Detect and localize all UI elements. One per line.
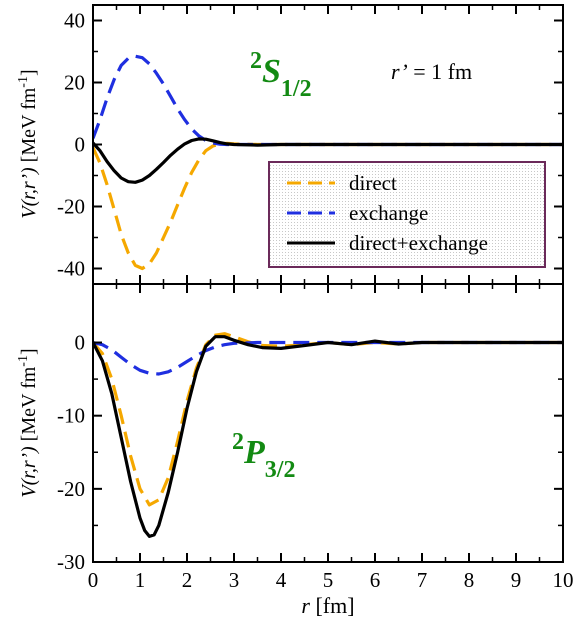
bottom-state-sub: 3/2 [265, 457, 296, 483]
bottom-series [93, 332, 563, 538]
top-state-main: S [262, 53, 281, 90]
x-axis-label: r [fm] [301, 593, 354, 618]
xtick-label: 1 [135, 568, 146, 592]
bottom-ylabel-close: ] [18, 348, 40, 355]
xtick-label: 8 [464, 568, 475, 592]
bottom-ytick-labels: 0 -10 -20 -30 [57, 331, 85, 574]
annotation-variable: r’ [391, 59, 408, 84]
legend: direct exchange direct+exchange [268, 161, 546, 268]
bottom-series-direct [93, 332, 563, 507]
top-ylabel-units: [MeV fm [18, 87, 40, 167]
top-ytick-label: 40 [64, 9, 85, 33]
top-state-sub: 1/2 [281, 76, 312, 102]
top-ylabel-close: ] [18, 69, 40, 76]
top-state-label: 2S1/2 [250, 48, 312, 102]
top-ylabel-variable: V(r,r’) [18, 167, 40, 219]
xtick-label: 5 [323, 568, 334, 592]
top-state-sup: 2 [250, 48, 262, 74]
xtick-label: 6 [370, 568, 381, 592]
legend-label-direct-exchange: direct+exchange [349, 231, 488, 255]
top-series-exchange [93, 54, 563, 147]
bottom-ylabel-units: [MeV fm [18, 366, 40, 446]
xtick-label: 9 [511, 568, 522, 592]
bottom-ytick-label: -30 [57, 550, 85, 574]
bottom-series-direct-exchange [93, 335, 563, 538]
xtick-label: 2 [182, 568, 193, 592]
xtick-label: 7 [417, 568, 428, 592]
panel-bottom: 0-10-20-30 0 1 2 3 4 5 6 7 8 9 10 2P3/2 V(r,r’) [M… [16, 283, 574, 618]
legend-label-direct: direct [349, 171, 397, 195]
bottom-ylabel: V(r,r’) [MeV fm-1] [16, 348, 40, 497]
bottom-state-sup: 2 [232, 429, 244, 455]
top-ytick-label: 0 [75, 133, 86, 157]
bottom-state-main: P [243, 434, 265, 471]
xtick-label: 10 [553, 568, 574, 592]
bottom-ytick-label: 0 [75, 331, 86, 355]
x-axis-variable: r [301, 593, 310, 618]
top-ytick-label: -40 [57, 257, 85, 281]
bottom-ticks [92, 284, 564, 563]
bottom-ytick-label: -10 [57, 404, 85, 428]
xtick-label: 4 [276, 568, 287, 592]
bottom-ylabel-exponent: -1 [16, 355, 31, 367]
bottom-state-label: 2P3/2 [232, 429, 295, 483]
xtick-label: 3 [229, 568, 240, 592]
bottom-series-exchange [93, 340, 563, 376]
top-ytick-label: 20 [64, 71, 85, 95]
top-ytick-labels: 40 20 0 -20 -40 [57, 9, 85, 281]
bottom-xtick-labels: 0 1 2 3 4 5 6 7 8 9 10 [88, 568, 574, 592]
top-ytick-label: -20 [57, 195, 85, 219]
top-series [93, 54, 563, 271]
panel-top: 40 20 0 -20 -40 2S1/2 r’ = 1 fm direct excha… [16, 4, 564, 285]
legend-label-exchange: exchange [349, 201, 428, 225]
x-axis-units: [fm] [310, 593, 355, 618]
xtick-label: 0 [88, 568, 99, 592]
top-annotation: r’ = 1 fm [391, 59, 472, 84]
annotation-value: = 1 fm [408, 59, 472, 84]
bottom-ylabel-variable: V(r,r’) [18, 446, 40, 498]
bottom-plot-frame [92, 283, 564, 563]
top-series-direct-exchange [93, 137, 563, 184]
top-ylabel-exponent: -1 [16, 76, 31, 88]
top-ylabel: V(r,r’) [MeV fm-1] [16, 69, 40, 218]
bottom-ytick-label: -20 [57, 477, 85, 501]
